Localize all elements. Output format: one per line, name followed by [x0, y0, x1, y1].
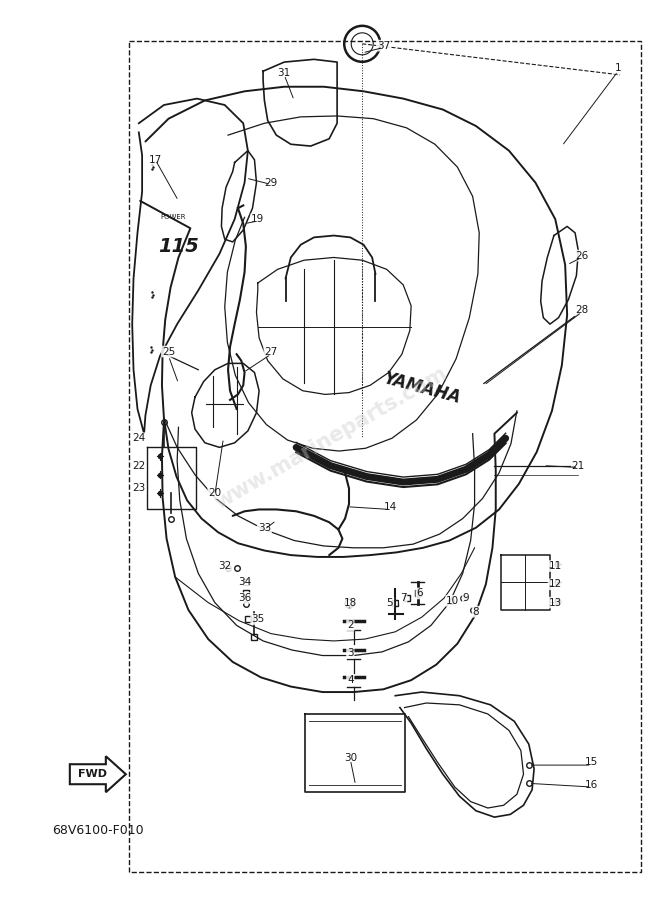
Text: 19: 19 [251, 215, 264, 224]
Text: 27: 27 [264, 347, 278, 356]
Text: 30: 30 [344, 753, 357, 762]
Text: 32: 32 [218, 561, 231, 571]
Text: 3: 3 [347, 648, 354, 657]
Text: 21: 21 [572, 461, 585, 470]
Text: 12: 12 [549, 580, 562, 589]
Text: 6: 6 [416, 589, 423, 598]
Text: 24: 24 [132, 434, 145, 443]
Text: 35: 35 [251, 614, 264, 624]
Text: 5: 5 [387, 598, 393, 607]
Text: 18: 18 [344, 598, 357, 607]
Text: 26: 26 [575, 251, 588, 260]
Text: 7: 7 [400, 593, 407, 603]
Text: 36: 36 [238, 593, 251, 603]
Text: 17: 17 [149, 155, 162, 164]
Text: 10: 10 [446, 596, 459, 605]
Text: 22: 22 [132, 461, 145, 470]
Text: 15: 15 [585, 758, 598, 767]
Text: 2: 2 [347, 621, 354, 630]
Text: 33: 33 [258, 523, 271, 532]
Text: 11: 11 [549, 561, 562, 571]
Text: 9: 9 [463, 593, 469, 603]
Text: 29: 29 [264, 178, 278, 187]
Text: 8: 8 [473, 607, 479, 616]
Text: 23: 23 [132, 484, 145, 493]
Text: 4: 4 [347, 676, 354, 685]
Text: 37: 37 [377, 41, 390, 50]
Text: 14: 14 [383, 502, 397, 511]
Text: YAMAHA: YAMAHA [382, 369, 464, 407]
Text: 28: 28 [575, 306, 588, 315]
Text: 13: 13 [549, 598, 562, 607]
Text: 25: 25 [162, 347, 175, 356]
Text: 31: 31 [278, 68, 291, 78]
Text: 20: 20 [208, 488, 221, 498]
Text: www.marineparts.com: www.marineparts.com [211, 363, 450, 513]
Text: 68V6100-F010: 68V6100-F010 [52, 824, 143, 837]
Text: POWER: POWER [161, 215, 186, 220]
Bar [129, 41, 641, 872]
Text: FWD: FWD [78, 770, 107, 779]
Text: 115: 115 [158, 237, 199, 256]
Text: 1: 1 [615, 64, 621, 73]
Text: 34: 34 [238, 578, 251, 587]
Text: 16: 16 [585, 781, 598, 790]
